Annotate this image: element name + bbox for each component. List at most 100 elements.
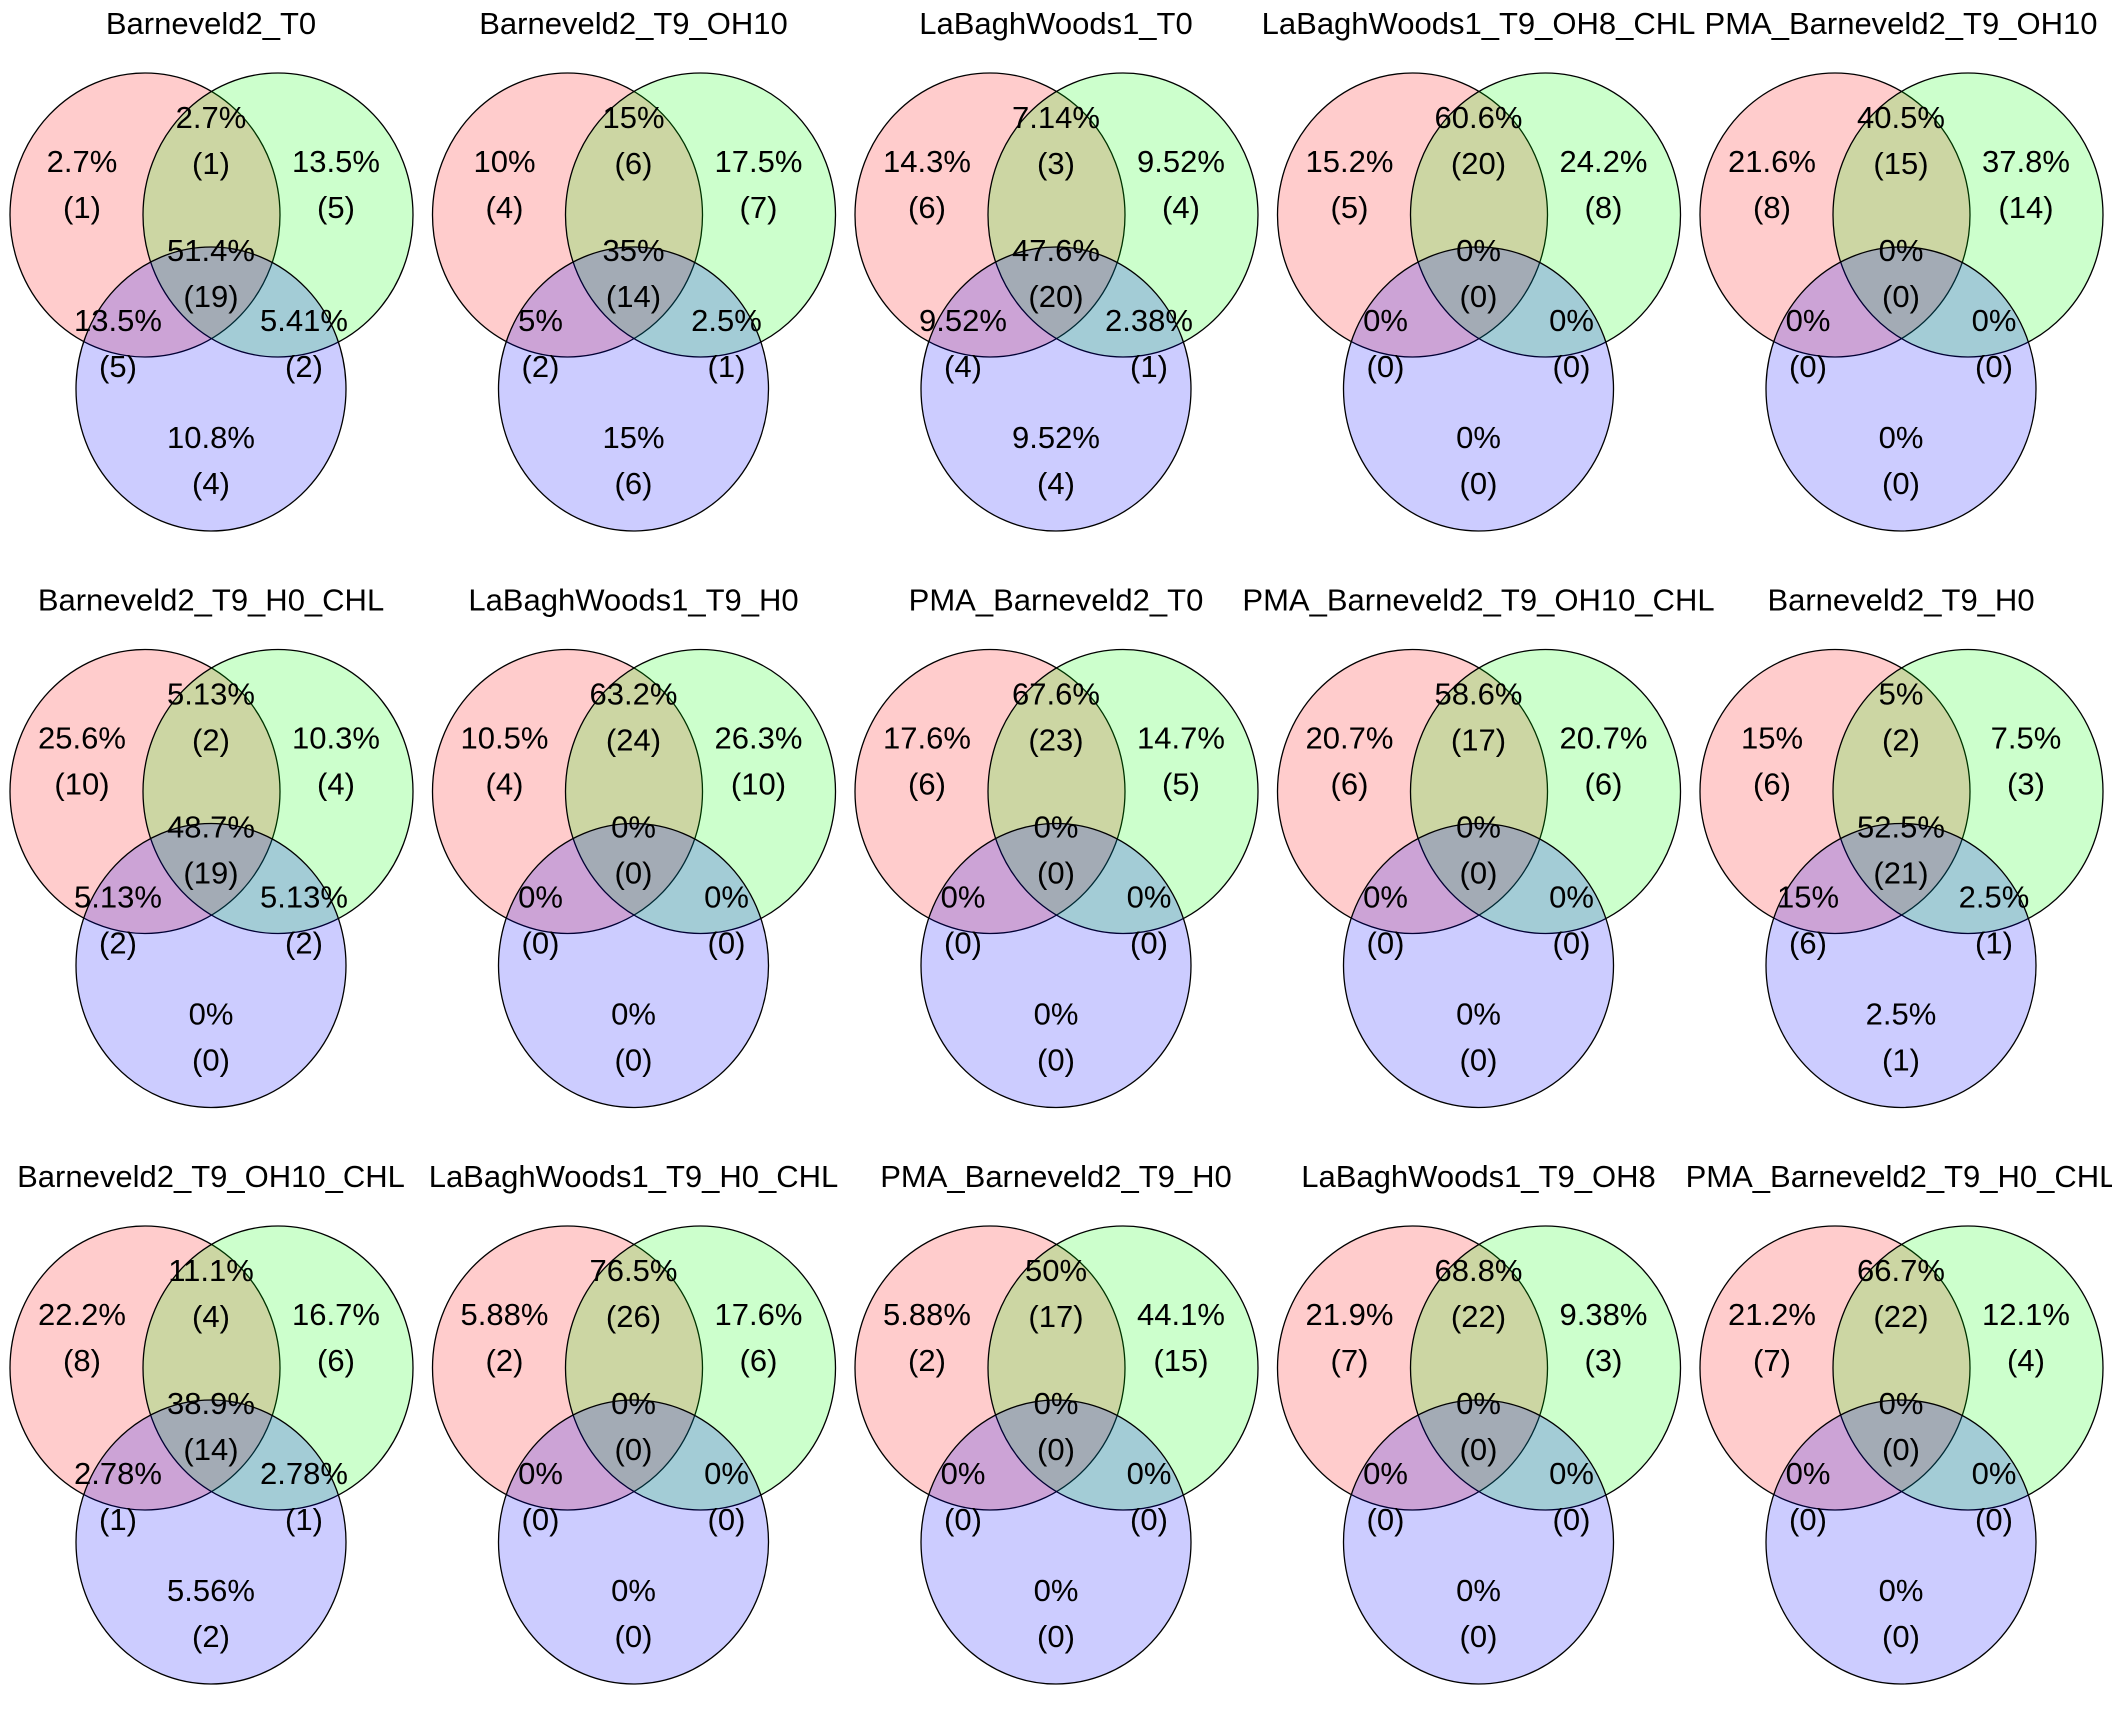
- region-ac-percent: 0%: [941, 880, 986, 915]
- region-abc-count: (19): [183, 279, 238, 314]
- region-ab-count: (6): [615, 146, 653, 181]
- set-c-circle: [497, 1399, 770, 1685]
- region-bc-percent: 0%: [1127, 880, 1172, 915]
- region-c-only-percent: 0%: [189, 997, 234, 1032]
- panel-title: LaBaghWoods1_T9_H0_CHL: [429, 1159, 839, 1194]
- region-a-only-percent: 15%: [1741, 721, 1803, 756]
- region-bc-count: (0): [1553, 1502, 1591, 1537]
- region-ab-percent: 76.5%: [590, 1253, 678, 1288]
- region-b-only-count: (14): [1998, 190, 2053, 225]
- region-abc-percent: 0%: [1879, 233, 1924, 268]
- region-b-only-count: (8): [1585, 190, 1623, 225]
- region-a-only-count: (8): [63, 1343, 101, 1378]
- region-bc-count: (0): [1553, 926, 1591, 961]
- venn-panel: PMA_Barneveld2_T9_H0 5.88% (2) 50% (17) 44.1%…: [854, 1159, 1259, 1685]
- region-abc-percent: 35%: [602, 233, 664, 268]
- region-a-only-count: (7): [1331, 1343, 1369, 1378]
- region-bc-percent: 0%: [1972, 303, 2017, 338]
- region-abc-count: (0): [1460, 279, 1498, 314]
- region-c-only-count: (0): [1460, 1043, 1498, 1078]
- venn-panel: Barneveld2_T0 2.7% (1) 2.7% (1) 13.5% (5) 51.4%…: [9, 6, 414, 532]
- region-b-only-percent: 16.7%: [292, 1297, 380, 1332]
- region-ab-percent: 67.6%: [1012, 677, 1100, 712]
- set-b-circle: [1409, 72, 1682, 358]
- region-abc-count: (0): [1882, 1432, 1920, 1467]
- region-ab-percent: 15%: [602, 100, 664, 135]
- set-a-circle: [1699, 1225, 1971, 1511]
- region-ac-percent: 15%: [1777, 880, 1839, 915]
- region-a-only-count: (5): [1331, 190, 1369, 225]
- panel-title: PMA_Barneveld2_T9_OH10: [1705, 6, 2098, 41]
- region-ac-count: (0): [522, 1502, 560, 1537]
- region-abc-count: (20): [1028, 279, 1083, 314]
- region-bc-percent: 0%: [1549, 303, 1594, 338]
- region-c-only-percent: 0%: [1456, 997, 1501, 1032]
- region-a-only-percent: 15.2%: [1306, 144, 1394, 179]
- set-a-circle: [1276, 1225, 1549, 1511]
- region-b-only-count: (10): [731, 767, 786, 802]
- region-a-only-count: (4): [486, 767, 524, 802]
- region-b-only-count: (4): [1162, 190, 1200, 225]
- region-abc-percent: 0%: [1879, 1386, 1924, 1421]
- region-a-only-count: (10): [54, 767, 109, 802]
- set-c-circle: [1765, 1399, 2037, 1685]
- region-ac-percent: 13.5%: [74, 303, 162, 338]
- region-c-only-count: (1): [1882, 1043, 1920, 1078]
- region-bc-percent: 5.41%: [260, 303, 348, 338]
- set-b-circle: [1409, 648, 1682, 935]
- region-abc-count: (21): [1873, 856, 1928, 891]
- set-b-circle: [564, 648, 837, 935]
- region-a-only-percent: 17.6%: [883, 721, 971, 756]
- venn-panel: Barneveld2_T9_H0 15% (6) 5% (2) 7.5% (3) 52.5% (…: [1699, 583, 2104, 1109]
- set-a-circle: [854, 1225, 1126, 1511]
- set-a-circle: [9, 1225, 281, 1511]
- venn-panel: PMA_Barneveld2_T9_OH10_CHL 20.7% (6) 58.6% (…: [1242, 583, 1715, 1109]
- venn-panel: PMA_Barneveld2_T9_H0_CHL 21.2% (7) 66.7% (22…: [1686, 1159, 2112, 1685]
- region-c-only-percent: 0%: [611, 1573, 656, 1608]
- region-bc-count: (1): [285, 1502, 323, 1537]
- region-bc-count: (1): [1130, 349, 1168, 384]
- region-abc-count: (19): [183, 856, 238, 891]
- region-abc-count: (14): [606, 279, 661, 314]
- region-c-only-percent: 0%: [1034, 1573, 1079, 1608]
- region-bc-percent: 5.13%: [260, 880, 348, 915]
- venn-panel: Barneveld2_T9_OH10_CHL 22.2% (8) 11.1% (4) 16…: [9, 1159, 414, 1685]
- region-c-only-count: (0): [192, 1043, 230, 1078]
- region-abc-count: (0): [615, 856, 653, 891]
- set-b-circle: [1832, 72, 2104, 358]
- region-c-only-count: (0): [1460, 1619, 1498, 1654]
- venn-panel: PMA_Barneveld2_T0 17.6% (6) 67.6% (23) 14.7% (…: [854, 583, 1259, 1109]
- region-a-only-count: (6): [908, 767, 946, 802]
- set-a-circle: [1699, 72, 1971, 358]
- region-a-only-count: (6): [908, 190, 946, 225]
- region-ac-count: (2): [522, 349, 560, 384]
- region-b-only-count: (7): [740, 190, 778, 225]
- region-b-only-percent: 24.2%: [1560, 144, 1648, 179]
- region-ab-percent: 60.6%: [1435, 100, 1523, 135]
- set-c-circle: [1342, 246, 1615, 532]
- region-ab-count: (4): [192, 1299, 230, 1334]
- region-a-only-percent: 10%: [473, 144, 535, 179]
- region-c-only-count: (0): [1460, 466, 1498, 501]
- region-ab-count: (23): [1028, 723, 1083, 758]
- venn-panel: LaBaghWoods1_T9_OH8_CHL 15.2% (5) 60.6% (20)…: [1262, 6, 1695, 532]
- region-ac-count: (0): [522, 926, 560, 961]
- set-a-circle: [1276, 648, 1549, 935]
- region-ab-percent: 7.14%: [1012, 100, 1100, 135]
- region-ac-count: (0): [1789, 349, 1827, 384]
- set-b-circle: [142, 72, 414, 358]
- region-ab-count: (2): [192, 723, 230, 758]
- region-ac-percent: 0%: [1363, 1456, 1408, 1491]
- region-ac-count: (0): [944, 926, 982, 961]
- region-b-only-percent: 20.7%: [1560, 721, 1648, 756]
- region-ab-percent: 2.7%: [176, 100, 247, 135]
- region-ab-count: (22): [1873, 1299, 1928, 1334]
- set-c-circle: [920, 1399, 1192, 1685]
- region-bc-count: (2): [285, 349, 323, 384]
- region-abc-percent: 47.6%: [1012, 233, 1100, 268]
- region-bc-count: (0): [1553, 349, 1591, 384]
- region-abc-percent: 51.4%: [167, 233, 255, 268]
- region-c-only-count: (0): [1882, 1619, 1920, 1654]
- panel-title: PMA_Barneveld2_T9_H0: [880, 1159, 1232, 1194]
- region-a-only-count: (2): [908, 1343, 946, 1378]
